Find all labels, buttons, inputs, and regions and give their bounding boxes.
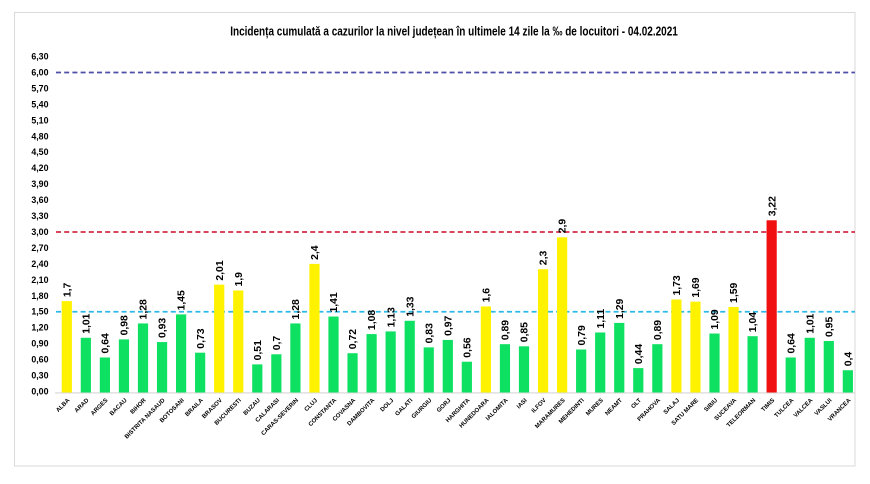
svg-text:0,98: 0,98 — [120, 315, 131, 335]
svg-text:5,40: 5,40 — [31, 99, 48, 109]
svg-text:0,85: 0,85 — [520, 322, 531, 342]
svg-text:0,73: 0,73 — [196, 328, 207, 348]
svg-text:0,89: 0,89 — [653, 320, 664, 340]
svg-text:0,60: 0,60 — [31, 354, 48, 364]
svg-text:0,00: 0,00 — [31, 386, 48, 396]
svg-text:0,83: 0,83 — [424, 323, 435, 343]
svg-text:5,70: 5,70 — [31, 83, 48, 93]
svg-text:1,73: 1,73 — [672, 275, 683, 295]
svg-text:0,7: 0,7 — [272, 336, 283, 351]
svg-text:0,90: 0,90 — [31, 338, 48, 348]
svg-text:1,50: 1,50 — [31, 306, 48, 316]
svg-text:1,08: 1,08 — [367, 310, 378, 330]
svg-text:2,9: 2,9 — [558, 219, 569, 234]
svg-text:6,30: 6,30 — [31, 51, 48, 61]
svg-text:1,80: 1,80 — [31, 291, 48, 301]
svg-text:1,01: 1,01 — [81, 313, 92, 333]
svg-text:1,59: 1,59 — [729, 283, 740, 303]
svg-text:0,56: 0,56 — [462, 337, 473, 357]
svg-text:0,4: 0,4 — [843, 352, 854, 367]
svg-text:0,97: 0,97 — [443, 315, 454, 335]
svg-text:1,13: 1,13 — [386, 307, 397, 327]
svg-text:2,40: 2,40 — [31, 259, 48, 269]
svg-text:0,93: 0,93 — [158, 318, 169, 338]
svg-text:6,00: 6,00 — [31, 67, 48, 77]
svg-text:0,44: 0,44 — [634, 344, 645, 364]
svg-text:1,41: 1,41 — [329, 292, 340, 312]
svg-text:4,80: 4,80 — [31, 131, 48, 141]
svg-text:0,72: 0,72 — [348, 329, 359, 349]
svg-text:2,70: 2,70 — [31, 243, 48, 253]
svg-text:4,20: 4,20 — [31, 163, 48, 173]
svg-text:1,04: 1,04 — [748, 312, 759, 332]
svg-text:1,28: 1,28 — [291, 299, 302, 319]
svg-text:0,89: 0,89 — [501, 320, 512, 340]
svg-text:1,69: 1,69 — [691, 277, 702, 297]
svg-text:2,4: 2,4 — [310, 245, 321, 260]
svg-text:0,79: 0,79 — [577, 325, 588, 345]
svg-text:2,3: 2,3 — [539, 251, 550, 266]
svg-text:2,01: 2,01 — [215, 260, 226, 280]
svg-text:3,22: 3,22 — [767, 196, 778, 216]
svg-text:3,90: 3,90 — [31, 179, 48, 189]
svg-text:5,10: 5,10 — [31, 115, 48, 125]
svg-text:1,20: 1,20 — [31, 322, 48, 332]
svg-text:0,30: 0,30 — [31, 370, 48, 380]
svg-text:1,6: 1,6 — [482, 288, 493, 303]
svg-text:1,29: 1,29 — [615, 298, 626, 318]
svg-text:1,28: 1,28 — [139, 299, 150, 319]
svg-text:2,10: 2,10 — [31, 275, 48, 285]
svg-text:1,45: 1,45 — [177, 290, 188, 310]
svg-text:0,51: 0,51 — [253, 340, 264, 360]
svg-text:1,9: 1,9 — [234, 272, 245, 287]
svg-text:1,01: 1,01 — [805, 313, 816, 333]
svg-text:0,64: 0,64 — [786, 333, 797, 353]
svg-text:1,33: 1,33 — [405, 296, 416, 316]
svg-text:3,30: 3,30 — [31, 211, 48, 221]
svg-text:0,95: 0,95 — [824, 317, 835, 337]
svg-text:3,00: 3,00 — [31, 227, 48, 237]
svg-text:1,11: 1,11 — [596, 309, 607, 329]
svg-text:1,7: 1,7 — [62, 282, 73, 297]
svg-text:Incidența cumulată a cazurilor: Incidența cumulată a cazurilor la nivel … — [230, 26, 678, 39]
svg-text:4,50: 4,50 — [31, 147, 48, 157]
svg-text:3,60: 3,60 — [31, 195, 48, 205]
svg-text:1,09: 1,09 — [710, 309, 721, 329]
svg-text:0,64: 0,64 — [101, 333, 112, 353]
